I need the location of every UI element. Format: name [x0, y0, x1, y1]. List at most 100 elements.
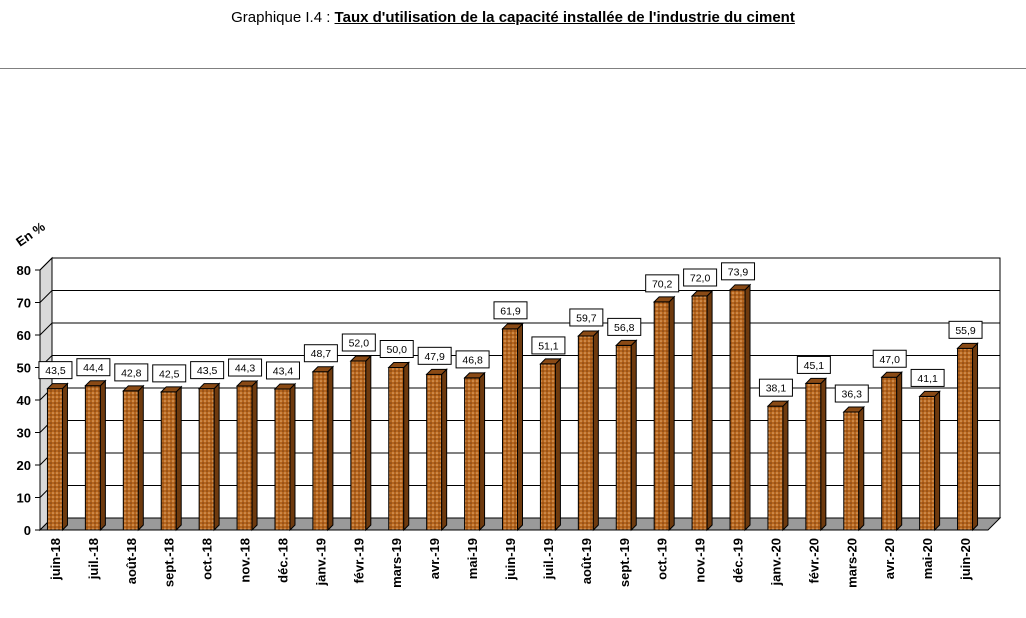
bar-top	[197, 383, 221, 390]
value-label: 42,8	[121, 367, 142, 379]
bar-top	[46, 383, 69, 390]
bar-side	[858, 405, 865, 532]
bar-front	[615, 344, 632, 531]
value-label-box	[569, 308, 604, 327]
bar	[235, 379, 259, 532]
gridline	[39, 290, 1000, 303]
value-label: 38,1	[766, 383, 787, 395]
x-tick-label: sept.-19	[617, 538, 632, 587]
x-tick-label: nov.-18	[238, 538, 253, 583]
y-tick-label: 10	[17, 491, 31, 506]
value-label-box	[190, 361, 225, 380]
bar-side	[137, 384, 144, 532]
unit-label: En %	[13, 219, 48, 250]
bar	[728, 283, 752, 532]
x-tick-label: déc.-19	[731, 538, 746, 583]
value-label: 36,3	[842, 389, 863, 401]
x-tick-label: juil.-19	[541, 538, 556, 580]
value-label: 46,8	[462, 354, 483, 366]
value-label: 45,1	[804, 360, 825, 372]
bar-front	[691, 295, 708, 531]
bar-top	[160, 386, 183, 393]
bar-front	[843, 411, 860, 531]
gridline	[39, 257, 1000, 271]
bar-front	[84, 385, 101, 531]
header-divider	[0, 68, 1026, 69]
value-label: 44,3	[235, 363, 256, 375]
y-tick-label: 60	[17, 328, 31, 343]
value-label: 55,9	[955, 325, 976, 337]
bar-side	[289, 382, 296, 532]
x-tick-label: nov.-19	[693, 538, 708, 583]
bar	[311, 365, 335, 532]
bar-top	[311, 366, 335, 373]
value-label-box	[228, 358, 263, 377]
value-label-box	[265, 361, 300, 380]
value-label: 50,0	[387, 344, 408, 356]
y-tick-label: 30	[17, 426, 31, 441]
y-tick-label: 50	[17, 361, 31, 376]
bar-top	[652, 296, 676, 303]
bar-top	[273, 383, 297, 390]
value-label-box	[417, 346, 452, 365]
value-label-box	[834, 384, 869, 403]
bar-side	[592, 329, 599, 532]
value-label: 70,2	[652, 278, 673, 290]
bar-top	[804, 377, 828, 384]
y-tick-label: 0	[24, 523, 31, 538]
bar-front	[160, 391, 177, 531]
bar-front	[539, 363, 556, 531]
bar-top	[766, 400, 790, 407]
value-label: 61,9	[500, 305, 521, 317]
x-tick-label: avr.-20	[882, 538, 897, 579]
x-tick-label: mars-19	[389, 538, 404, 588]
x-tick-label: oct.-18	[200, 538, 215, 580]
bar-top	[539, 358, 562, 365]
y-tick-label: 40	[17, 393, 31, 408]
value-label: 42,5	[159, 368, 180, 380]
bar	[387, 361, 410, 532]
bar-top	[235, 380, 259, 387]
x-tick-label: févr.-20	[806, 538, 821, 584]
x-tick-label: févr.-19	[351, 538, 366, 584]
x-tick-label: sept.-18	[162, 538, 177, 587]
x-tick-label: août-19	[579, 538, 594, 584]
bar	[880, 371, 903, 532]
value-label: 43,4	[273, 365, 294, 377]
bar-side	[554, 357, 561, 532]
x-tick-label: juil.-18	[86, 538, 101, 580]
bar-front	[881, 376, 898, 531]
bar	[501, 322, 524, 532]
x-tick-label: août-18	[124, 538, 139, 584]
value-label-box	[872, 349, 907, 368]
value-label-box	[948, 320, 983, 339]
y-tick-label: 20	[17, 458, 31, 473]
value-label-box	[910, 368, 945, 387]
bar-side	[251, 379, 258, 532]
x-tick-label: oct.-19	[655, 538, 670, 580]
value-label-box	[531, 336, 566, 355]
bar-front	[919, 395, 936, 531]
value-label: 51,1	[538, 340, 559, 352]
value-label-box	[303, 344, 338, 363]
bar-front	[426, 373, 443, 531]
bar-front	[46, 388, 63, 531]
bar-top	[956, 342, 979, 349]
bar	[84, 379, 107, 532]
bar-top	[577, 330, 600, 337]
chart-title: Taux d'utilisation de la capacité instal…	[334, 9, 795, 26]
x-tick-label: avr.-19	[427, 538, 442, 579]
value-label: 72,0	[690, 273, 711, 285]
value-label: 47,0	[879, 354, 900, 366]
bar-front	[312, 371, 329, 531]
bar-side	[744, 283, 751, 532]
bar-side	[365, 354, 372, 532]
bar-side	[441, 368, 448, 532]
value-label: 48,7	[311, 348, 332, 360]
bar-top	[122, 385, 145, 392]
value-label: 47,9	[424, 351, 445, 363]
value-label-box	[493, 301, 528, 320]
value-label: 41,1	[917, 373, 938, 385]
bar-side	[972, 342, 979, 532]
bar-side	[327, 365, 334, 532]
